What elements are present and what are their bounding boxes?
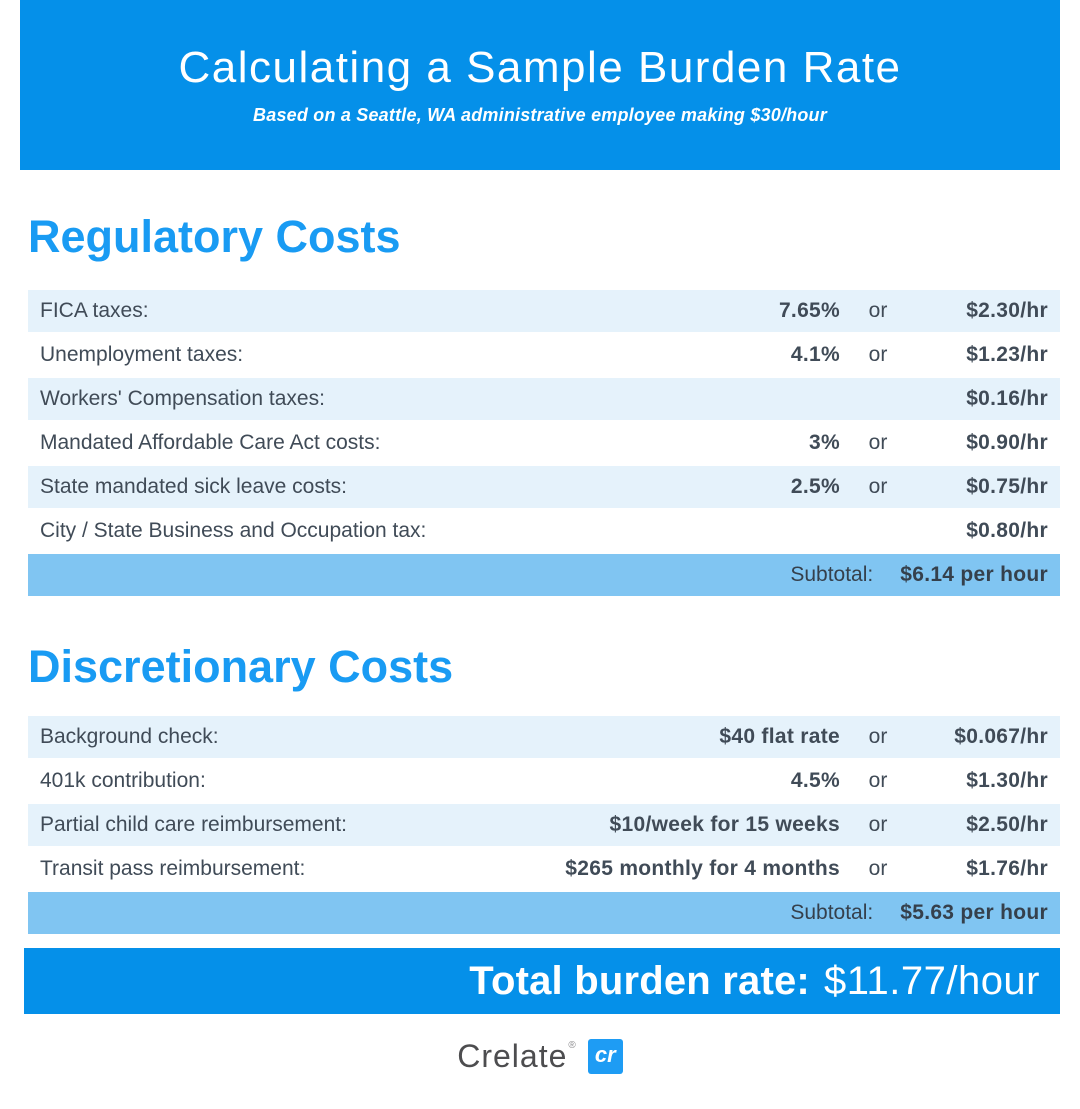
or-text: or bbox=[868, 343, 888, 366]
cost-label: Transit pass reimbursement: bbox=[40, 857, 306, 880]
or-text: or bbox=[868, 431, 888, 454]
cost-value: $10/week for 15 weeks bbox=[609, 813, 840, 836]
registered-trademark-icon: ® bbox=[568, 1040, 577, 1051]
table-row: Transit pass reimbursement: $265 monthly… bbox=[28, 848, 1060, 890]
page-subtitle: Based on a Seattle, WA administrative em… bbox=[253, 104, 827, 125]
cost-rate: $0.80/hr bbox=[966, 519, 1048, 542]
cost-value: 3% bbox=[809, 431, 840, 454]
page-title: Calculating a Sample Burden Rate bbox=[178, 43, 902, 93]
cost-value: 7.65% bbox=[778, 299, 840, 322]
cost-value: 4.1% bbox=[790, 343, 840, 366]
cost-rate: $2.30/hr bbox=[966, 299, 1048, 322]
table-row: Workers' Compensation taxes: $0.16/hr bbox=[28, 378, 1060, 420]
cost-label: Background check: bbox=[40, 725, 219, 748]
cost-rate: $1.23/hr bbox=[966, 343, 1048, 366]
cost-rate: $1.76/hr bbox=[966, 857, 1048, 880]
subtotal-value: $6.14 per hour bbox=[900, 563, 1048, 586]
or-text: or bbox=[868, 299, 888, 322]
table-row: Unemployment taxes: 4.1% or $1.23/hr bbox=[28, 334, 1060, 376]
cost-rate: $0.75/hr bbox=[966, 475, 1048, 498]
discretionary-costs-table: Background check: $40 flat rate or $0.06… bbox=[28, 716, 1060, 934]
cost-label: Unemployment taxes: bbox=[40, 343, 244, 366]
or-text: or bbox=[868, 475, 888, 498]
footer: Crelate® cr bbox=[0, 1038, 1080, 1075]
header-band: Calculating a Sample Burden Rate Based o… bbox=[20, 0, 1060, 170]
or-text: or bbox=[868, 813, 888, 836]
total-burden-rate-band: Total burden rate: $11.77/hour bbox=[24, 948, 1060, 1014]
table-row: State mandated sick leave costs: 2.5% or… bbox=[28, 466, 1060, 508]
subtotal-label: Subtotal: bbox=[790, 901, 874, 924]
cost-label: Partial child care reimbursement: bbox=[40, 813, 347, 836]
logo-text: Crelate bbox=[457, 1038, 568, 1074]
cost-rate: $1.30/hr bbox=[966, 769, 1048, 792]
discretionary-subtotal-row: Subtotal: $5.63 per hour bbox=[28, 892, 1060, 934]
cost-rate: $2.50/hr bbox=[966, 813, 1048, 836]
subtotal-value: $5.63 per hour bbox=[900, 901, 1048, 924]
total-label: Total burden rate: bbox=[469, 958, 810, 1003]
crelate-logo-icon: cr bbox=[587, 1039, 623, 1074]
cost-label: City / State Business and Occupation tax… bbox=[40, 519, 427, 542]
cost-value: $40 flat rate bbox=[719, 725, 840, 748]
regulatory-costs-table: FICA taxes: 7.65% or $2.30/hr Unemployme… bbox=[28, 290, 1060, 596]
table-row: 401k contribution: 4.5% or $1.30/hr bbox=[28, 760, 1060, 802]
cost-label: Workers' Compensation taxes: bbox=[40, 387, 325, 410]
table-row: FICA taxes: 7.65% or $2.30/hr bbox=[28, 290, 1060, 332]
regulatory-subtotal-row: Subtotal: $6.14 per hour bbox=[28, 554, 1060, 596]
table-row: Background check: $40 flat rate or $0.06… bbox=[28, 716, 1060, 758]
cost-label: Mandated Affordable Care Act costs: bbox=[40, 431, 381, 454]
total-value: $11.77/hour bbox=[823, 958, 1040, 1003]
cost-rate: $0.16/hr bbox=[966, 387, 1048, 410]
cost-label: State mandated sick leave costs: bbox=[40, 475, 347, 498]
or-text: or bbox=[868, 725, 888, 748]
crelate-logo-wordmark: Crelate® bbox=[457, 1038, 576, 1075]
subtotal-label: Subtotal: bbox=[790, 563, 874, 586]
section-heading-discretionary: Discretionary Costs bbox=[28, 641, 454, 692]
cost-rate: $0.067/hr bbox=[954, 725, 1048, 748]
table-row: Partial child care reimbursement: $10/we… bbox=[28, 804, 1060, 846]
cost-rate: $0.90/hr bbox=[966, 431, 1048, 454]
cost-label: FICA taxes: bbox=[40, 299, 149, 322]
or-text: or bbox=[868, 857, 888, 880]
table-row: City / State Business and Occupation tax… bbox=[28, 510, 1060, 552]
cost-value: 2.5% bbox=[790, 475, 840, 498]
or-text: or bbox=[868, 769, 888, 792]
cost-label: 401k contribution: bbox=[40, 769, 206, 792]
cost-value: 4.5% bbox=[790, 769, 840, 792]
table-row: Mandated Affordable Care Act costs: 3% o… bbox=[28, 422, 1060, 464]
section-heading-regulatory: Regulatory Costs bbox=[28, 211, 401, 262]
cost-value: $265 monthly for 4 months bbox=[565, 857, 840, 880]
